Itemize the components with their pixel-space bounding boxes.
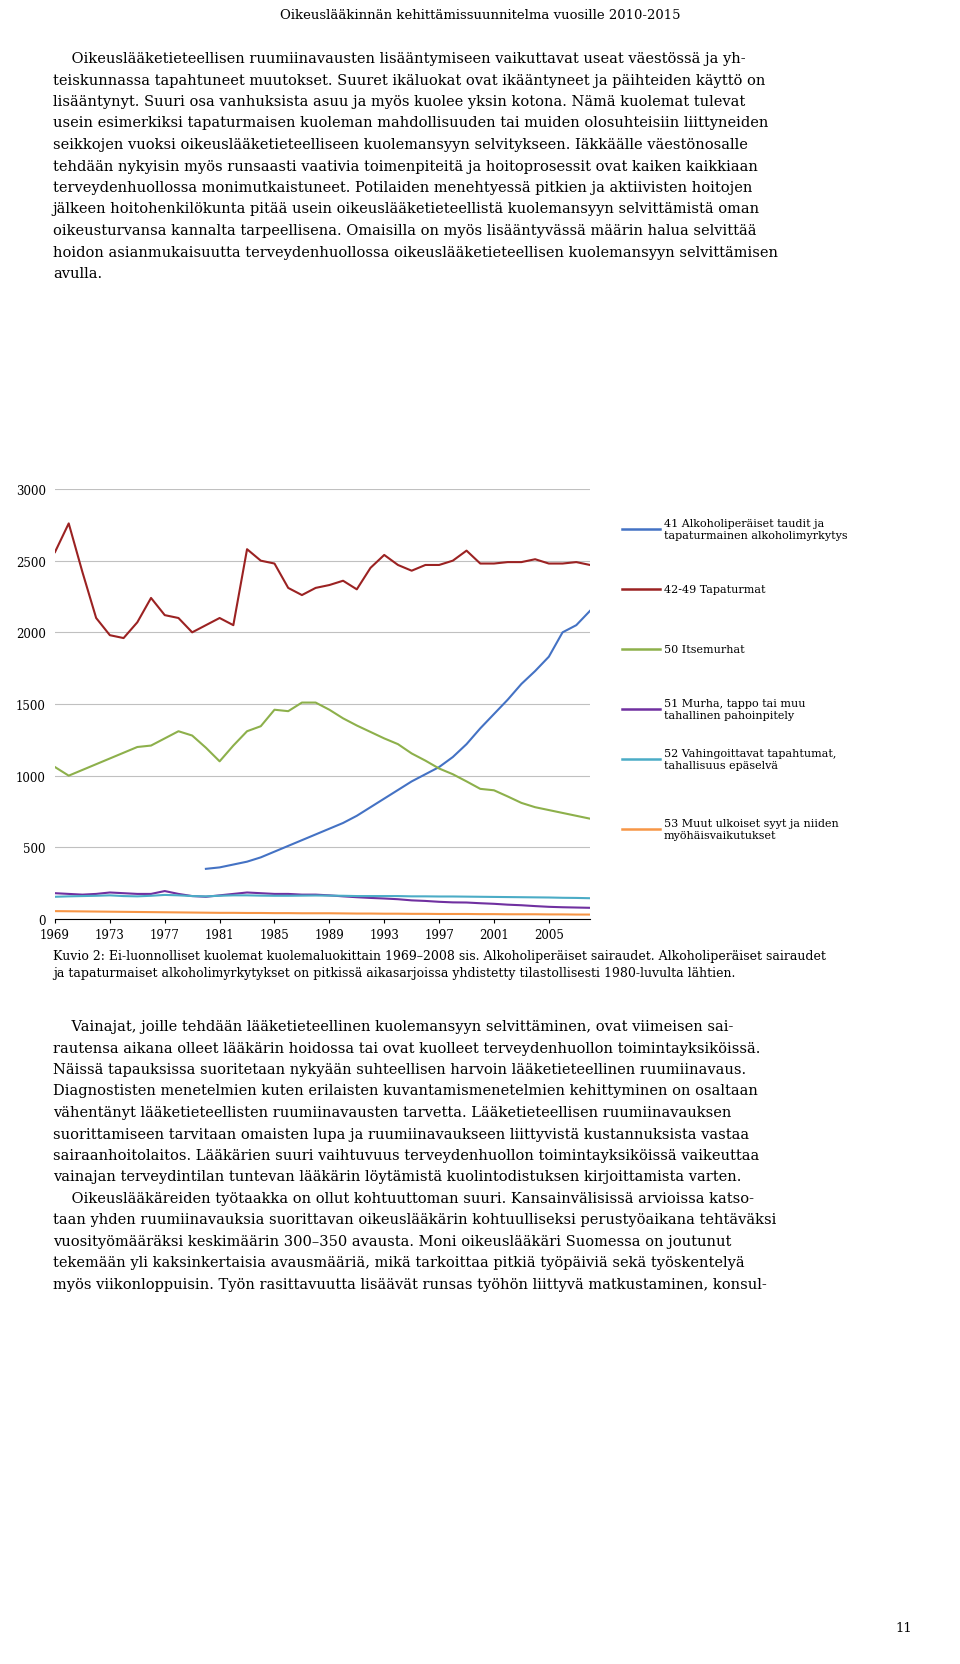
Text: 42-49 Tapaturmat: 42-49 Tapaturmat	[664, 584, 765, 594]
Text: terveydenhuollossa monimutkaistuneet. Potilaiden menehtyessä pitkien ja aktiivis: terveydenhuollossa monimutkaistuneet. Po…	[53, 181, 753, 195]
Text: sairaanhoitolaitos. Lääkärien suuri vaihtuvuus terveydenhuollon toimintayksiköis: sairaanhoitolaitos. Lääkärien suuri vaih…	[53, 1148, 759, 1161]
Text: hoidon asianmukaisuutta terveydenhuollossa oikeuslääketieteellisen kuolemansyyn : hoidon asianmukaisuutta terveydenhuollos…	[53, 245, 778, 260]
Text: seikkojen vuoksi oikeuslääketieteelliseen kuolemansyyn selvitykseen. Iäkkäälle v: seikkojen vuoksi oikeuslääketieteellisee…	[53, 138, 748, 151]
Text: vainajan terveydintilan tuntevan lääkärin löytämistä kuolintodistuksen kirjoitta: vainajan terveydintilan tuntevan lääkäri…	[53, 1170, 741, 1183]
Text: Vainajat, joille tehdään lääketieteellinen kuolemansyyn selvittäminen, ovat viim: Vainajat, joille tehdään lääketieteellin…	[53, 1020, 733, 1033]
Text: Oikeuslääkäreiden työtaakka on ollut kohtuuttoman suuri. Kansainvälisissä arvioi: Oikeuslääkäreiden työtaakka on ollut koh…	[53, 1191, 754, 1205]
Text: Oikeuslääketieteellisen ruumiinavausten lisääntymiseen vaikuttavat useat väestös: Oikeuslääketieteellisen ruumiinavausten …	[53, 52, 745, 67]
Text: Diagnostisten menetelmien kuten erilaisten kuvantamismenetelmien kehittyminen on: Diagnostisten menetelmien kuten erilaist…	[53, 1083, 757, 1098]
Text: suorittamiseen tarvitaan omaisten lupa ja ruumiinavaukseen liittyvistä kustannuk: suorittamiseen tarvitaan omaisten lupa j…	[53, 1127, 749, 1142]
Text: oikeusturvansa kannalta tarpeellisena. Omaisilla on myös lisääntyvässä määrin ha: oikeusturvansa kannalta tarpeellisena. O…	[53, 225, 756, 238]
Text: usein esimerkiksi tapaturmaisen kuoleman mahdollisuuden tai muiden olosuhteisiin: usein esimerkiksi tapaturmaisen kuoleman…	[53, 116, 768, 130]
Text: jälkeen hoitohenkilökunta pitää usein oikeuslääketieteellistä kuolemansyyn selvi: jälkeen hoitohenkilökunta pitää usein oi…	[53, 203, 760, 216]
Text: 52 Vahingoittavat tapahtumat,
tahallisuus epäselvä: 52 Vahingoittavat tapahtumat, tahallisuu…	[664, 749, 836, 770]
Text: myös viikonloppuisin. Työn rasittavuutta lisäävät runsas työhön liittyvä matkust: myös viikonloppuisin. Työn rasittavuutta…	[53, 1278, 766, 1291]
Text: 50 Itsemurhat: 50 Itsemurhat	[664, 644, 745, 654]
Text: avulla.: avulla.	[53, 266, 102, 281]
Text: teiskunnassa tapahtuneet muutokset. Suuret ikäluokat ovat ikääntyneet ja päihtei: teiskunnassa tapahtuneet muutokset. Suur…	[53, 73, 765, 88]
Text: Oikeuslääkinnän kehittämissuunnitelma vuosille 2010-2015: Oikeuslääkinnän kehittämissuunnitelma vu…	[279, 10, 681, 22]
Text: tehdään nykyisin myös runsaasti vaativia toimenpiteitä ja hoitoprosessit ovat ka: tehdään nykyisin myös runsaasti vaativia…	[53, 160, 757, 173]
Text: 53 Muut ulkoiset syyt ja niiden
myöhäisvaikutukset: 53 Muut ulkoiset syyt ja niiden myöhäisv…	[664, 819, 839, 840]
Text: Näissä tapauksissa suoritetaan nykyään suhteellisen harvoin lääketieteellinen ru: Näissä tapauksissa suoritetaan nykyään s…	[53, 1062, 746, 1077]
Text: Kuvio 2: Ei-luonnolliset kuolemat kuolemaluokittain 1969–2008 sis. Alkoholiperäi: Kuvio 2: Ei-luonnolliset kuolemat kuolem…	[53, 950, 826, 962]
Text: tekemään yli kaksinkertaisia avausmääriä, mikä tarkoittaa pitkiä työpäiviä sekä : tekemään yli kaksinkertaisia avausmääriä…	[53, 1256, 744, 1270]
Text: vuosityömääräksi keskimäärin 300–350 avausta. Moni oikeuslääkäri Suomessa on jou: vuosityömääräksi keskimäärin 300–350 ava…	[53, 1235, 732, 1248]
Text: lisääntynyt. Suuri osa vanhuksista asuu ja myös kuolee yksin kotona. Nämä kuolem: lisääntynyt. Suuri osa vanhuksista asuu …	[53, 95, 745, 108]
Text: 51 Murha, tappo tai muu
tahallinen pahoinpitely: 51 Murha, tappo tai muu tahallinen pahoi…	[664, 699, 805, 721]
Text: taan yhden ruumiinavauksia suorittavan oikeuslääkärin kohtuulliseksi perustyöaik: taan yhden ruumiinavauksia suorittavan o…	[53, 1213, 777, 1226]
Text: vähentänyt lääketieteellisten ruumiinavausten tarvetta. Lääketieteellisen ruumii: vähentänyt lääketieteellisten ruumiinava…	[53, 1105, 732, 1120]
Text: ja tapaturmaiset alkoholimyrkytykset on pitkissä aikasarjoissa yhdistetty tilast: ja tapaturmaiset alkoholimyrkytykset on …	[53, 967, 735, 980]
Text: rautensa aikana olleet lääkärin hoidossa tai ovat kuolleet terveydenhuollon toim: rautensa aikana olleet lääkärin hoidossa…	[53, 1042, 760, 1055]
Text: 11: 11	[896, 1621, 912, 1634]
Text: 41 Alkoholiperäiset taudit ja
tapaturmainen alkoholimyrkytys: 41 Alkoholiperäiset taudit ja tapaturmai…	[664, 519, 848, 541]
